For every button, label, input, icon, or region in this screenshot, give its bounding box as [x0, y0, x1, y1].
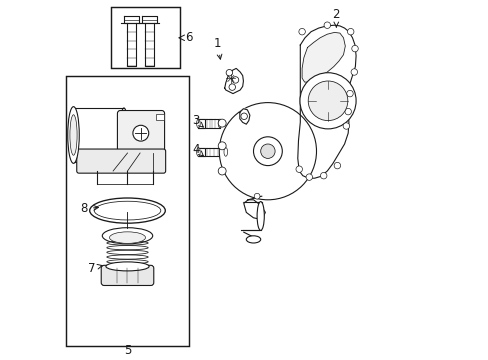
Polygon shape: [224, 68, 243, 94]
Circle shape: [320, 172, 326, 179]
Ellipse shape: [102, 228, 152, 244]
Text: 8: 8: [81, 202, 98, 215]
FancyBboxPatch shape: [77, 149, 165, 173]
Bar: [156, 114, 164, 120]
Circle shape: [218, 167, 225, 175]
Text: 6: 6: [185, 31, 192, 44]
Circle shape: [305, 174, 312, 180]
Ellipse shape: [218, 119, 222, 128]
Polygon shape: [302, 32, 345, 82]
Circle shape: [218, 119, 225, 127]
Ellipse shape: [144, 65, 153, 68]
Circle shape: [260, 144, 275, 158]
Bar: [111, 7, 179, 68]
Ellipse shape: [68, 107, 79, 163]
FancyBboxPatch shape: [101, 265, 153, 285]
Circle shape: [350, 69, 357, 75]
Text: 3: 3: [192, 114, 203, 127]
Circle shape: [218, 142, 225, 150]
Ellipse shape: [89, 198, 165, 223]
Text: 2: 2: [332, 8, 339, 27]
Circle shape: [228, 84, 235, 90]
Ellipse shape: [70, 115, 77, 155]
Circle shape: [295, 166, 302, 172]
Circle shape: [344, 108, 351, 115]
Ellipse shape: [94, 201, 161, 220]
Ellipse shape: [109, 232, 145, 243]
Bar: [198, 148, 204, 156]
Circle shape: [324, 22, 330, 28]
Circle shape: [343, 123, 349, 129]
FancyBboxPatch shape: [117, 111, 164, 156]
Circle shape: [253, 137, 282, 166]
Ellipse shape: [224, 148, 227, 156]
Ellipse shape: [106, 262, 149, 271]
Text: 4: 4: [192, 143, 203, 156]
Circle shape: [254, 193, 260, 199]
Circle shape: [225, 69, 232, 76]
Ellipse shape: [126, 65, 135, 68]
Ellipse shape: [196, 119, 200, 128]
Polygon shape: [244, 200, 265, 220]
Ellipse shape: [196, 148, 200, 156]
Text: 5: 5: [123, 345, 131, 357]
Circle shape: [299, 73, 355, 129]
Circle shape: [347, 28, 353, 35]
Circle shape: [307, 81, 347, 121]
Ellipse shape: [257, 202, 264, 230]
Text: 7: 7: [87, 262, 102, 275]
Ellipse shape: [246, 236, 260, 243]
Text: 1: 1: [213, 37, 222, 59]
Ellipse shape: [119, 108, 128, 162]
Circle shape: [232, 77, 238, 83]
Circle shape: [219, 103, 316, 200]
Circle shape: [346, 90, 352, 97]
Circle shape: [298, 28, 305, 35]
Circle shape: [133, 125, 148, 141]
Bar: [198, 119, 204, 128]
Circle shape: [241, 113, 247, 120]
Bar: [66, 76, 188, 346]
Circle shape: [351, 45, 358, 52]
Polygon shape: [297, 25, 355, 178]
Polygon shape: [239, 109, 249, 124]
Circle shape: [333, 162, 340, 169]
